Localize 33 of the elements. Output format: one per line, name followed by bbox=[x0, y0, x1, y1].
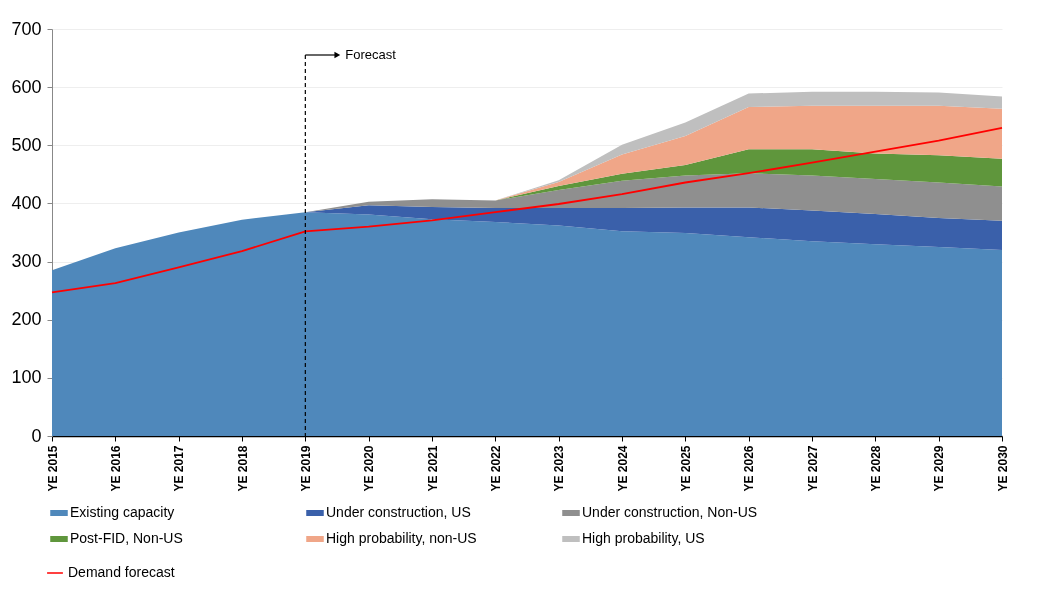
legend-label: High probability, US bbox=[582, 530, 705, 546]
y-tick-label: 700 bbox=[11, 18, 42, 39]
y-tick-label: 500 bbox=[11, 134, 42, 155]
x-tick-label: YE 2026 bbox=[742, 445, 757, 492]
x-tick-label: YE 2018 bbox=[235, 445, 250, 492]
legend-label: Existing capacity bbox=[70, 504, 175, 520]
x-tick-label: YE 2019 bbox=[298, 445, 313, 492]
x-tick-label: YE 2030 bbox=[995, 445, 1010, 492]
line-series bbox=[51, 126, 1003, 294]
x-tick-label: YE 2024 bbox=[615, 445, 630, 492]
y-tick-label: 100 bbox=[11, 367, 42, 388]
x-tick-label: YE 2025 bbox=[678, 445, 693, 492]
legend-label: High probability, non-US bbox=[326, 530, 477, 546]
legend-label: Post-FID, Non-US bbox=[70, 530, 183, 546]
legend-label: Under construction, US bbox=[326, 504, 471, 520]
x-tick-label: YE 2017 bbox=[172, 445, 187, 492]
legend-label: Under construction, Non-US bbox=[582, 504, 758, 520]
legend-label: Demand forecast bbox=[68, 564, 175, 580]
y-tick-label: 300 bbox=[11, 251, 42, 272]
x-tick-label: YE 2016 bbox=[108, 445, 123, 492]
x-tick-label: YE 2027 bbox=[805, 445, 820, 492]
ref-line-label: Forecast bbox=[345, 47, 397, 62]
x-tick-label: YE 2028 bbox=[868, 445, 883, 492]
x-tick-label: YE 2015 bbox=[45, 445, 60, 492]
x-tick-label: YE 2029 bbox=[932, 445, 947, 492]
y-tick-label: 600 bbox=[11, 76, 42, 97]
x-tick-label: YE 2022 bbox=[488, 445, 503, 492]
x-tick-label: YE 2021 bbox=[425, 445, 440, 492]
y-tick-label: 200 bbox=[11, 309, 42, 330]
x-tick-label: YE 2023 bbox=[552, 445, 567, 492]
y-tick-label: 0 bbox=[31, 425, 42, 446]
y-tick-label: 400 bbox=[11, 192, 42, 213]
x-tick-label: YE 2020 bbox=[362, 445, 377, 492]
